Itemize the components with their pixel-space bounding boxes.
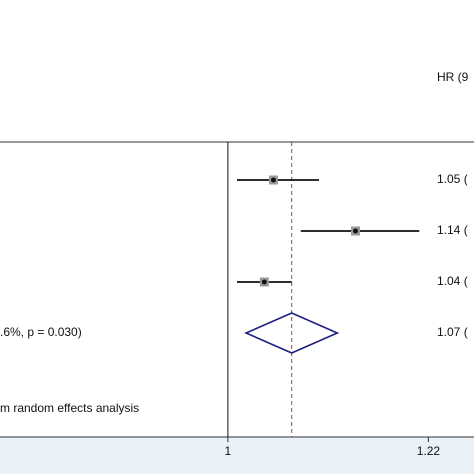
overall-label: .6%, p = 0.030) [0,325,82,339]
study-point [261,279,267,285]
note: m random effects analysis [0,401,139,415]
value-label: 1.14 ( [437,223,468,237]
value-label: 1.04 ( [437,274,468,288]
x-tick-label: 1.22 [417,444,441,458]
study-point [353,228,358,234]
x-tick-label: 1 [225,444,232,458]
column-header: HR (9 [437,70,469,84]
overall-diamond [244,312,340,354]
axis-background [0,437,474,474]
study-point [270,177,276,183]
overall-value-label: 1.07 ( [437,325,468,339]
value-label: 1.05 ( [437,172,468,186]
